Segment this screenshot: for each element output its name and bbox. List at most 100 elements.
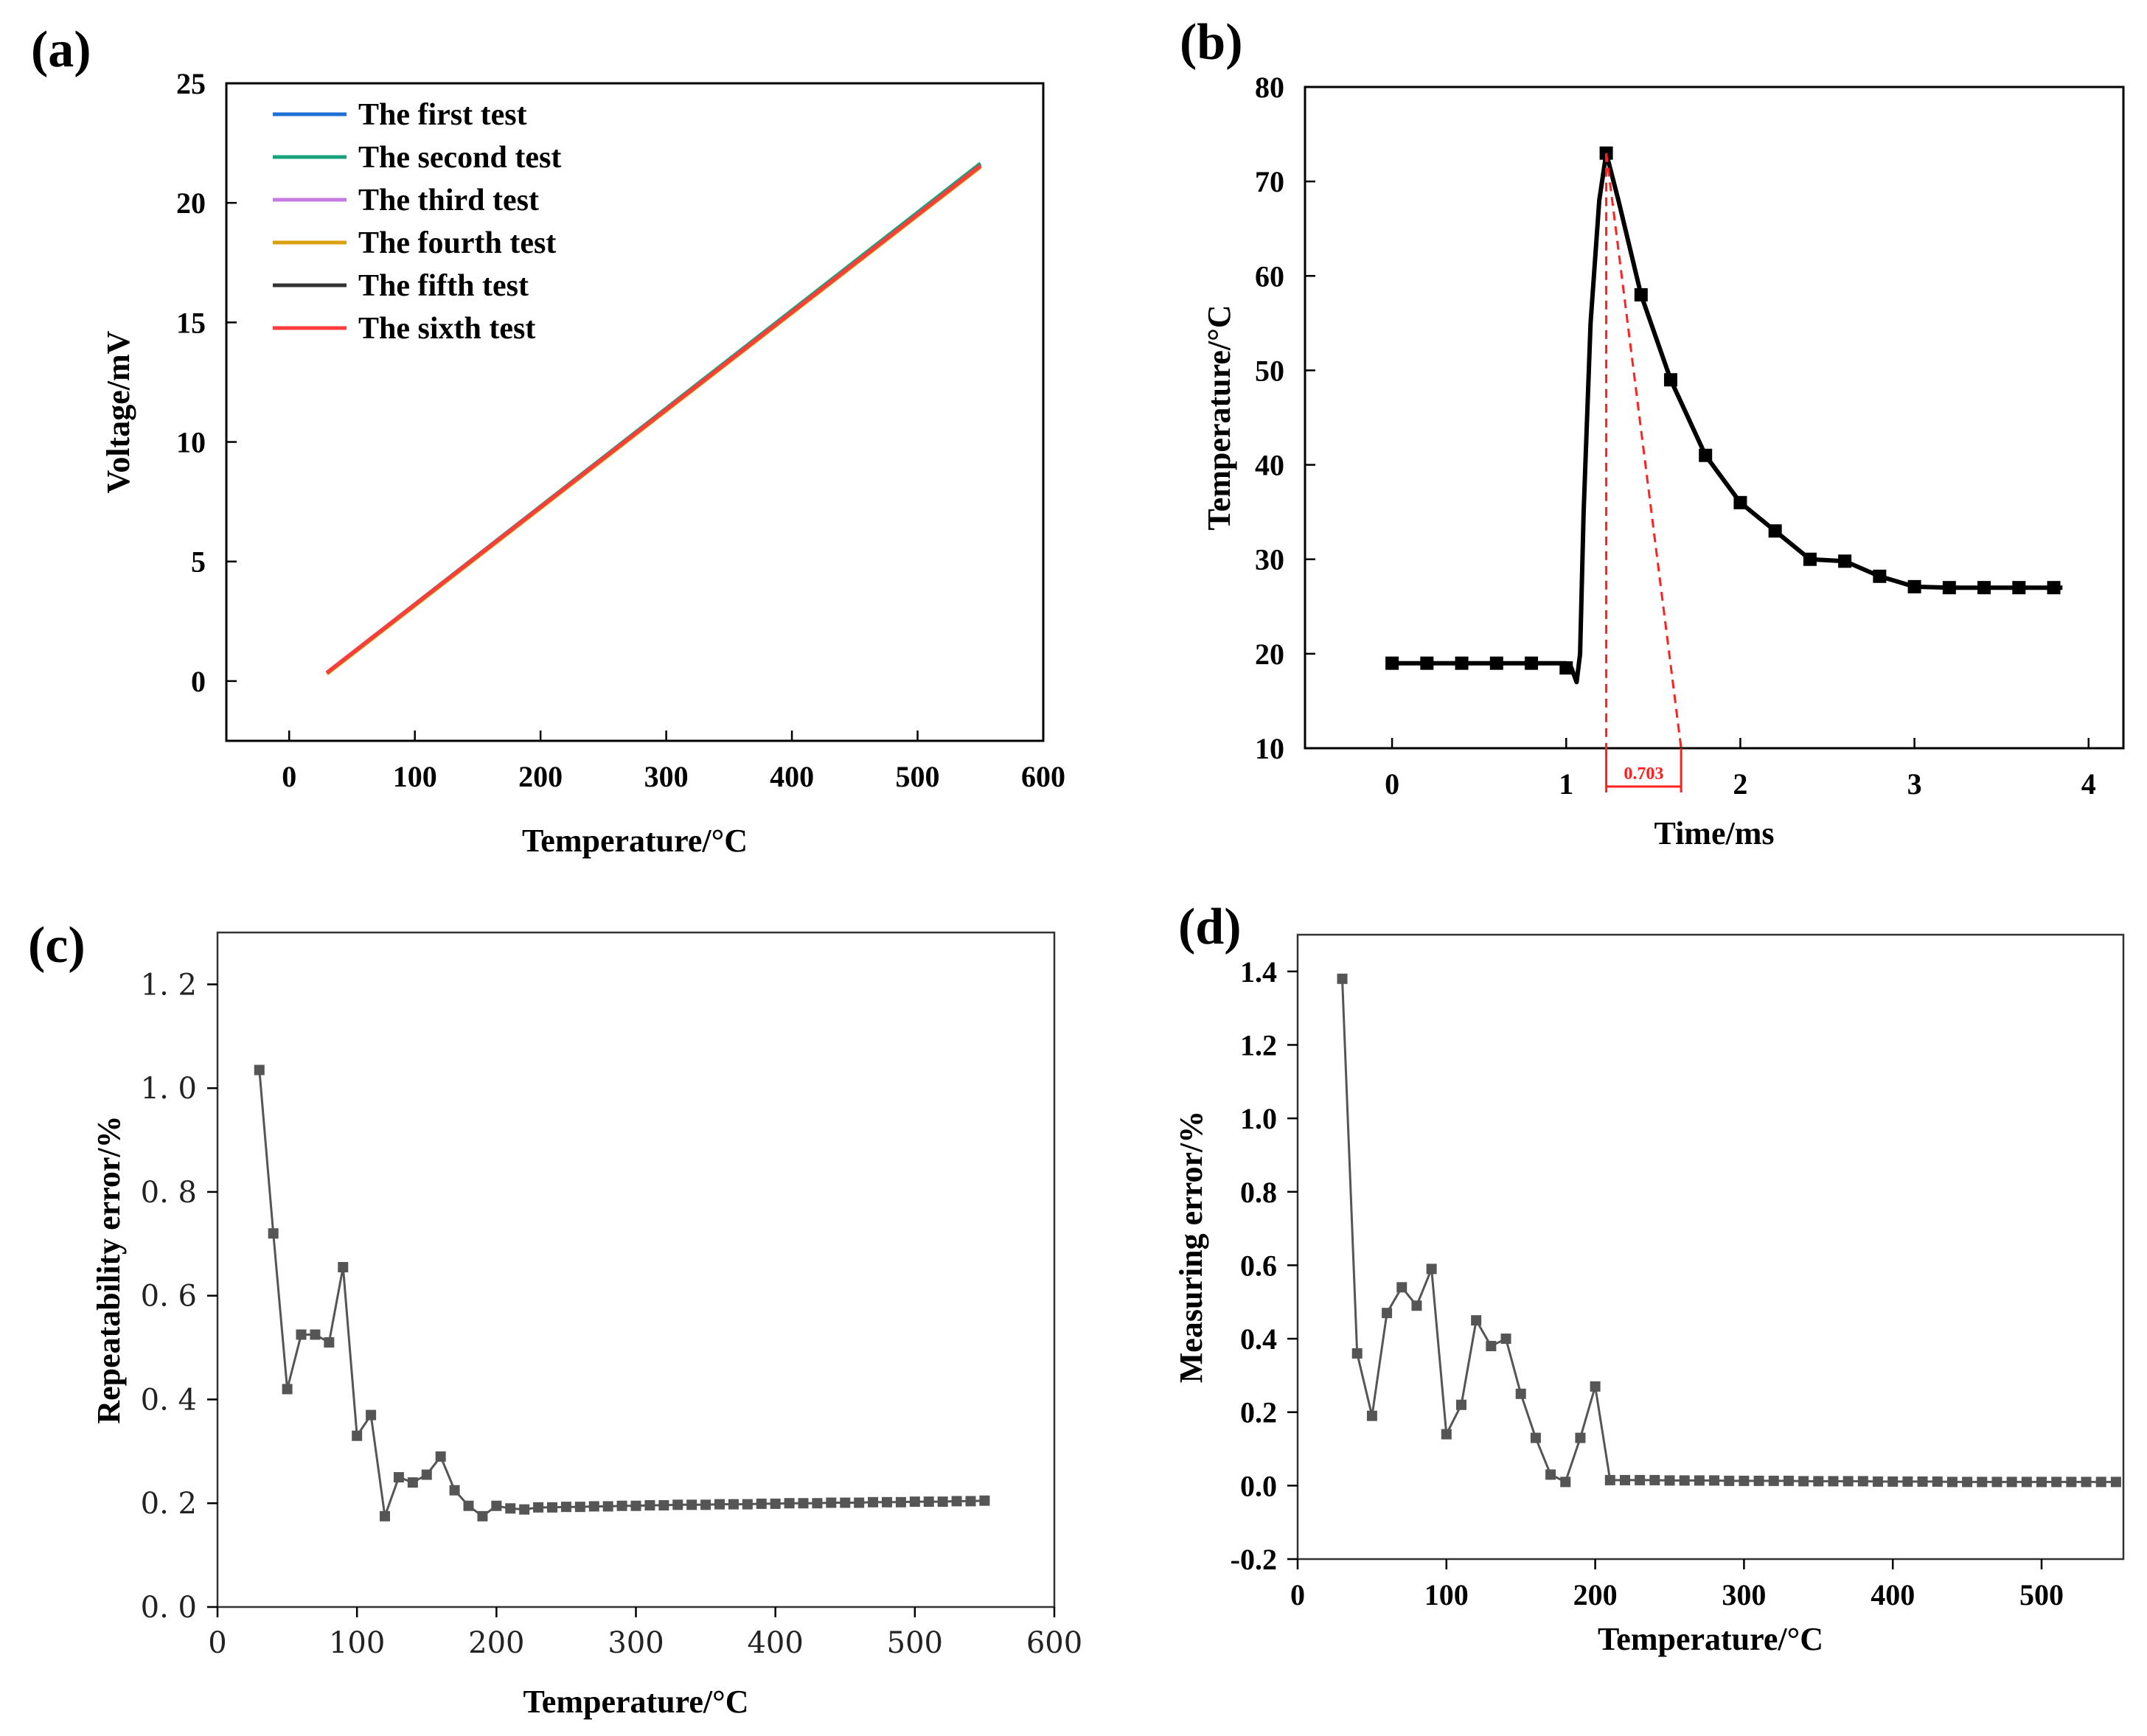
plot-frame xyxy=(225,82,1045,742)
data-point xyxy=(1798,1476,1809,1487)
data-point xyxy=(338,1261,349,1272)
data-point xyxy=(2012,581,2026,595)
data-point xyxy=(602,1501,613,1512)
data-point xyxy=(352,1430,363,1441)
data-point xyxy=(421,1469,432,1480)
data-point xyxy=(1813,1476,1824,1487)
data-point xyxy=(798,1498,809,1509)
data-point xyxy=(895,1496,906,1507)
data-point xyxy=(1768,524,1782,538)
y-tick-label: 0.2 xyxy=(1240,1396,1277,1429)
x-tick-label: 3 xyxy=(1907,767,1922,801)
data-point xyxy=(380,1510,390,1521)
data-point xyxy=(296,1329,307,1340)
data-point xyxy=(1783,1475,1794,1486)
data-point xyxy=(1619,1474,1630,1485)
data-point xyxy=(1545,1469,1556,1480)
data-point xyxy=(1411,1300,1422,1311)
y-axis-title: Repeatability error/% xyxy=(91,1115,127,1423)
data-point xyxy=(1635,1474,1646,1485)
x-tick-label: 0 xyxy=(208,1626,226,1660)
data-point xyxy=(1604,1474,1615,1485)
panel-label: (a) xyxy=(31,21,91,78)
data-point xyxy=(1902,1476,1913,1487)
x-tick-label: 500 xyxy=(2019,1578,2064,1611)
data-point xyxy=(1559,661,1573,675)
y-tick-label: 30 xyxy=(1255,543,1284,576)
x-tick-label: 4 xyxy=(2081,767,2096,801)
x-tick-label: 300 xyxy=(608,1626,664,1660)
x-axis-title: Temperature/°C xyxy=(1598,1621,1823,1657)
x-tick-label: 300 xyxy=(1722,1578,1766,1611)
x-tick-label: 2 xyxy=(1733,767,1747,801)
data-point xyxy=(505,1503,516,1514)
data-point xyxy=(1887,1476,1899,1487)
data-point xyxy=(1575,1432,1586,1443)
y-tick-label: 1. 0 xyxy=(141,1072,197,1106)
y-tick-label: 0. 2 xyxy=(141,1487,197,1521)
panel-c-chart: (c) 0 100 200 300 400 500 600 0. 0 0. 2 0. 4 0. 6 0.… xyxy=(28,917,1082,1720)
data-point xyxy=(1426,1263,1437,1275)
data-point xyxy=(393,1472,404,1483)
tau-tangent-line xyxy=(1605,153,1683,749)
y-tick-label: 80 xyxy=(1255,71,1284,104)
data-point xyxy=(923,1496,934,1507)
tau-label: 0.703 xyxy=(1624,764,1663,784)
data-point xyxy=(2051,1477,2062,1488)
x-tick-label: 500 xyxy=(896,760,940,793)
y-axis-title: Measuring error/% xyxy=(1173,1111,1209,1383)
y-tick-label: 0. 8 xyxy=(141,1176,197,1210)
data-point xyxy=(2047,581,2061,595)
data-point xyxy=(1699,448,1713,462)
data-point xyxy=(1441,1429,1452,1440)
data-point xyxy=(588,1501,599,1512)
data-point xyxy=(1733,495,1747,509)
y-tick-label: 15 xyxy=(176,306,206,339)
data-point xyxy=(1942,581,1956,595)
data-point xyxy=(533,1502,544,1513)
y-tick-label: 1.0 xyxy=(1240,1102,1277,1135)
data-point xyxy=(1337,973,1348,984)
y-tick-label: 10 xyxy=(1255,732,1284,765)
y-tick-label: 10 xyxy=(176,426,206,459)
data-point xyxy=(547,1502,557,1513)
data-point xyxy=(1489,656,1503,670)
data-point xyxy=(1962,1477,1973,1488)
data-point xyxy=(616,1500,627,1511)
y-tick-label: 0. 6 xyxy=(141,1280,197,1314)
data-point xyxy=(491,1500,502,1511)
y-tick-label: 0. 4 xyxy=(141,1383,197,1417)
data-point xyxy=(937,1496,948,1507)
data-point xyxy=(477,1510,488,1521)
x-tick-label: 100 xyxy=(1424,1578,1469,1611)
legend-entry: The second test xyxy=(358,141,561,175)
y-tick-label: 1.2 xyxy=(1240,1028,1277,1062)
data-point xyxy=(1679,1475,1690,1486)
data-point xyxy=(449,1485,460,1496)
x-axis-title: Temperature/°C xyxy=(523,1684,748,1720)
data-point xyxy=(1486,1341,1497,1352)
error-line xyxy=(258,1070,985,1518)
data-point xyxy=(700,1499,711,1510)
data-point xyxy=(686,1499,697,1510)
data-point xyxy=(770,1498,781,1509)
panel-a-chart: (a) 0 100 200 300 400 500 600 0 5 10 15 20 25 Temperat… xyxy=(31,21,1065,859)
y-tick-label: 70 xyxy=(1255,165,1284,198)
y-tick-label: 0. 0 xyxy=(141,1591,197,1625)
data-point xyxy=(2095,1477,2106,1488)
data-point xyxy=(1663,373,1677,387)
data-point xyxy=(1907,579,1921,593)
x-tick-label: 1 xyxy=(1559,767,1573,801)
data-point xyxy=(644,1500,655,1511)
data-point xyxy=(310,1329,321,1340)
data-point xyxy=(1694,1475,1705,1486)
data-point xyxy=(1932,1476,1943,1487)
data-point xyxy=(1946,1477,1958,1488)
data-point xyxy=(519,1504,530,1515)
data-point xyxy=(854,1497,865,1508)
data-point xyxy=(1838,554,1852,568)
data-point xyxy=(756,1498,767,1509)
x-tick-label: 500 xyxy=(887,1626,943,1660)
data-point xyxy=(1709,1475,1720,1486)
data-point xyxy=(282,1384,293,1395)
